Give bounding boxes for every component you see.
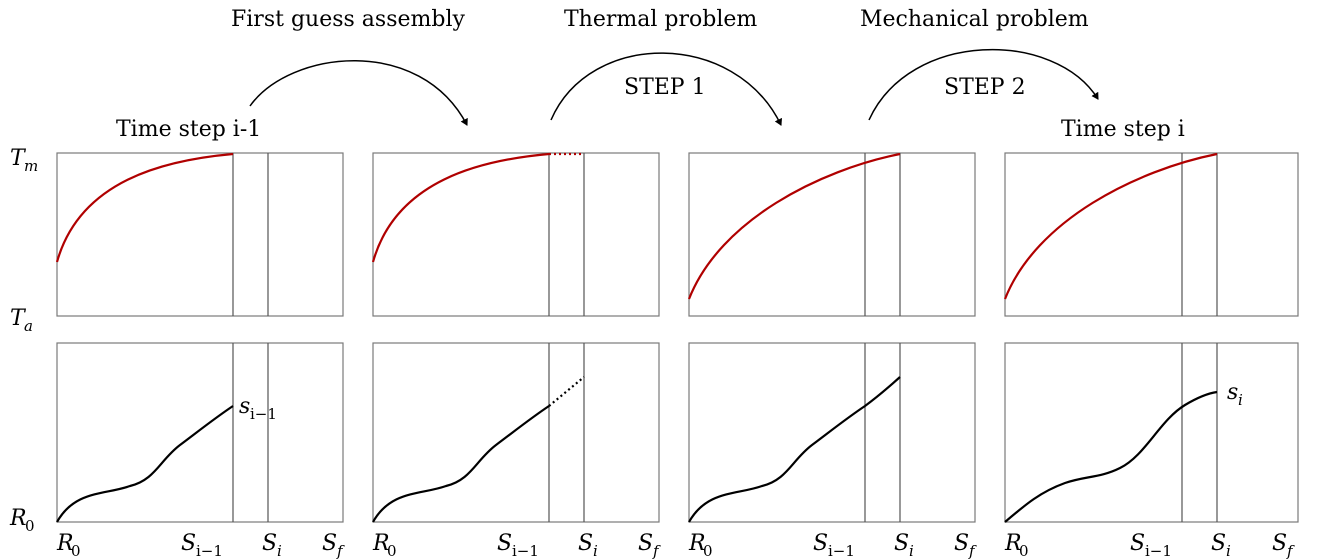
- x-label-s-prev: S i−1: [1130, 531, 1172, 559]
- x-label-s-i: S i: [1211, 531, 1231, 559]
- s-prev-annotation: s i−1: [239, 394, 277, 423]
- svg-text:i−1: i−1: [828, 542, 855, 559]
- svg-text:R: R: [9, 506, 27, 531]
- svg-text:s: s: [239, 394, 250, 419]
- x-label-s-f: S f: [1272, 531, 1295, 559]
- temperature-plot-frame: [373, 153, 659, 316]
- svg-text:0: 0: [1019, 542, 1029, 559]
- x-label-s-prev: S i−1: [497, 531, 539, 559]
- svg-text:S: S: [894, 531, 909, 556]
- step2-label: STEP 2: [944, 75, 1026, 100]
- svg-text:S: S: [1130, 531, 1145, 556]
- temperature-plot-frame: [1005, 153, 1298, 316]
- panel-4: s i: [1005, 153, 1298, 522]
- svg-text:i−1: i−1: [1145, 542, 1172, 559]
- svg-text:i−1: i−1: [250, 405, 277, 423]
- step-label-mechanical: Mechanical problem: [860, 7, 1089, 32]
- svg-text:S: S: [578, 531, 593, 556]
- svg-text:i: i: [277, 542, 282, 559]
- step1-label: STEP 1: [624, 75, 706, 100]
- svg-text:0: 0: [71, 542, 81, 559]
- svg-text:S: S: [638, 531, 653, 556]
- y-label-tm: T m: [10, 146, 38, 175]
- svg-text:S: S: [497, 531, 512, 556]
- x-label-s-f: S f: [638, 531, 661, 559]
- x-label-s-i: S i: [262, 531, 282, 559]
- temperature-plot-frame: [57, 153, 343, 316]
- temperature-curve: [373, 154, 549, 262]
- x-label-r0: R 0: [56, 531, 81, 559]
- panel-1: s i−1: [57, 153, 343, 522]
- svg-text:m: m: [24, 157, 38, 175]
- radius-curve: [1005, 392, 1217, 522]
- time-step-prev-label: Time step i-1: [116, 117, 261, 142]
- x-label-s-prev: S i−1: [813, 531, 855, 559]
- svg-text:f: f: [1286, 542, 1295, 559]
- x-label-s-f: S f: [954, 531, 977, 559]
- radius-curve: [689, 377, 900, 522]
- svg-text:i−1: i−1: [512, 542, 539, 559]
- y-label-r0: R 0: [9, 506, 35, 535]
- svg-text:S: S: [813, 531, 828, 556]
- svg-text:S: S: [181, 531, 196, 556]
- s-curr-annotation: s i: [1227, 380, 1243, 409]
- x-label-s-i: S i: [578, 531, 598, 559]
- svg-text:S: S: [1272, 531, 1287, 556]
- x-label-s-i: S i: [894, 531, 914, 559]
- time-step-curr-label: Time step i: [1061, 117, 1185, 142]
- step-label-first-guess: First guess assembly: [231, 7, 465, 32]
- svg-text:S: S: [322, 531, 337, 556]
- radius-plot-frame: [689, 343, 975, 522]
- x-label-r0: R 0: [688, 531, 713, 559]
- svg-text:S: S: [1211, 531, 1226, 556]
- temperature-curve: [689, 154, 900, 299]
- temperature-curve: [57, 154, 233, 262]
- radius-plot-frame: [1005, 343, 1298, 522]
- x-label-s-f: S f: [322, 531, 345, 559]
- temperature-curve: [1005, 154, 1217, 299]
- step-label-thermal: Thermal problem: [564, 7, 757, 32]
- x-label-r0: R 0: [1004, 531, 1029, 559]
- svg-text:f: f: [968, 542, 977, 559]
- radius-curve: [57, 406, 233, 522]
- radius-curve: [373, 406, 549, 522]
- svg-text:f: f: [336, 542, 345, 559]
- panel-2: [373, 153, 659, 522]
- svg-text:a: a: [24, 317, 33, 335]
- radius-extrapolation: [549, 377, 584, 406]
- y-label-ta: T a: [10, 306, 33, 335]
- radius-plot-frame: [373, 343, 659, 522]
- x-label-s-prev: S i−1: [181, 531, 223, 559]
- svg-text:i: i: [909, 542, 914, 559]
- svg-text:S: S: [954, 531, 969, 556]
- radius-plot-frame: [57, 343, 343, 522]
- svg-text:0: 0: [703, 542, 713, 559]
- x-label-r0: R 0: [372, 531, 397, 559]
- panel-3: [689, 153, 975, 522]
- svg-text:f: f: [652, 542, 661, 559]
- svg-text:i−1: i−1: [196, 542, 223, 559]
- svg-text:S: S: [262, 531, 277, 556]
- svg-text:i: i: [1226, 542, 1231, 559]
- arrow-first-guess: [250, 61, 467, 125]
- temperature-plot-frame: [689, 153, 975, 316]
- svg-text:s: s: [1227, 380, 1238, 405]
- svg-text:0: 0: [25, 517, 35, 535]
- svg-text:i: i: [1238, 391, 1243, 409]
- svg-text:0: 0: [387, 542, 397, 559]
- svg-text:i: i: [593, 542, 598, 559]
